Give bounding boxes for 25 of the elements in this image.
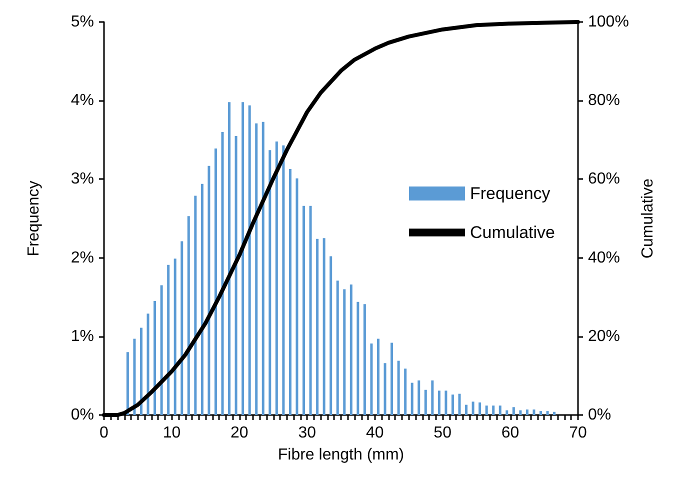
y2-tick-label: 60% — [588, 170, 620, 188]
y-tick-label: 1% — [70, 328, 94, 345]
y2-tick-label: 80% — [588, 92, 620, 110]
x-tick-label: 20 — [230, 424, 248, 442]
legend-label: Frequency — [470, 184, 551, 203]
x-tick-label: 50 — [434, 424, 452, 442]
x-tick-label: 0 — [100, 424, 109, 442]
x-tick-label: 60 — [501, 424, 520, 442]
x-tick-label: 70 — [569, 424, 587, 442]
y2-tick-label: 20% — [588, 328, 620, 345]
y2-tick-label: 40% — [588, 249, 620, 266]
y-tick-label: 5% — [70, 14, 94, 30]
y-tick-label: 2% — [70, 249, 94, 266]
y-tick-label: 4% — [70, 92, 94, 110]
legend-label: Cumulative — [470, 223, 556, 242]
x-tick-label: 10 — [162, 424, 181, 442]
x-tick-label: 30 — [298, 424, 316, 442]
y2-tick-label: 0% — [588, 406, 612, 424]
x-tick-label: 40 — [366, 424, 384, 442]
y2-tick-label: 100% — [588, 14, 629, 30]
y-axis-title: Frequency — [26, 180, 42, 256]
y2-axis-title: Cumulative — [640, 178, 656, 259]
y-tick-label: 0% — [70, 406, 94, 424]
x-axis-title: Fibre length (mm) — [278, 446, 404, 464]
y-tick-label: 3% — [70, 170, 94, 188]
